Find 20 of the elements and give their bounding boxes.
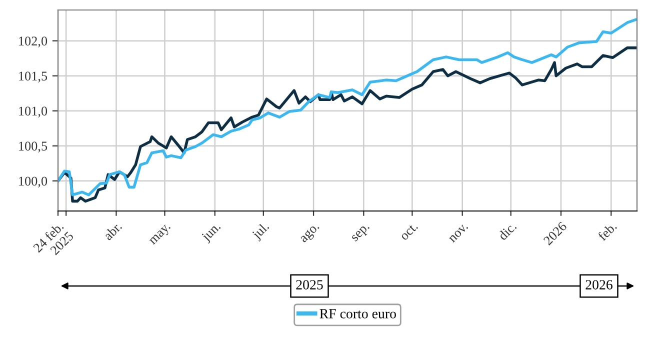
y-tick-label: 101,0 bbox=[19, 106, 48, 118]
line-series bbox=[58, 18, 637, 196]
y-tick-label: 102,0 bbox=[19, 36, 48, 48]
legend-label: RF corto euro bbox=[320, 309, 396, 318]
y-tick-label: 100,5 bbox=[19, 142, 48, 152]
x-tick-label: oct. bbox=[400, 222, 418, 241]
x-tick-label: dic. bbox=[497, 221, 517, 241]
x-tick-label: nov. bbox=[448, 223, 468, 243]
line-series bbox=[58, 46, 637, 203]
x-tick-label: may. bbox=[149, 223, 173, 247]
x-tick-label: feb. bbox=[597, 221, 618, 242]
y-tick-label: 100,0 bbox=[19, 176, 48, 188]
x-tick-label: jul. bbox=[250, 221, 272, 242]
text: 2026 bbox=[586, 280, 612, 290]
x-tick-label: sep. bbox=[351, 223, 372, 244]
text: 2025 bbox=[296, 280, 323, 290]
x-tick-label: jun. bbox=[200, 222, 223, 244]
x-tick-label: abr. bbox=[102, 221, 122, 241]
x-tick-label: ago. bbox=[300, 223, 322, 245]
y-tick-label: 101,5 bbox=[19, 72, 48, 82]
